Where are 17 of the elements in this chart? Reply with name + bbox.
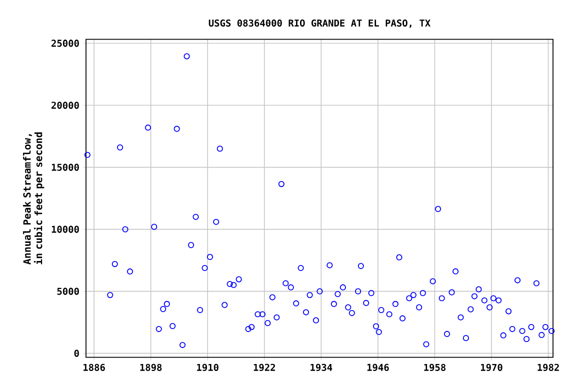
- x-tick-label: 1982: [538, 364, 559, 372]
- y-tick-label: 20000: [52, 102, 79, 109]
- y-tick-label: 10000: [52, 226, 79, 233]
- x-tick-label: 1886: [84, 364, 105, 371]
- y-tick-label: 25000: [52, 40, 79, 47]
- x-tick-label: 1970: [480, 364, 502, 372]
- x-tick-label: 1958: [424, 364, 446, 372]
- y-tick-label: 5000: [57, 288, 79, 295]
- chart-title: USGS 08364000 RIO GRANDE AT EL PASO, TX: [208, 19, 430, 28]
- x-tick-label: 1910: [197, 364, 218, 372]
- x-tick-label: 1934: [310, 364, 332, 372]
- y-tick-label: 15000: [52, 164, 79, 171]
- y-tick-label: 0: [74, 350, 79, 357]
- x-tick-label: 1898: [140, 364, 162, 372]
- x-tick-label: 1946: [367, 364, 389, 372]
- x-tick-label: 1922: [254, 364, 275, 372]
- y-axis-title: Annual Peak Streamflow, in cubic feet per second: [23, 132, 44, 264]
